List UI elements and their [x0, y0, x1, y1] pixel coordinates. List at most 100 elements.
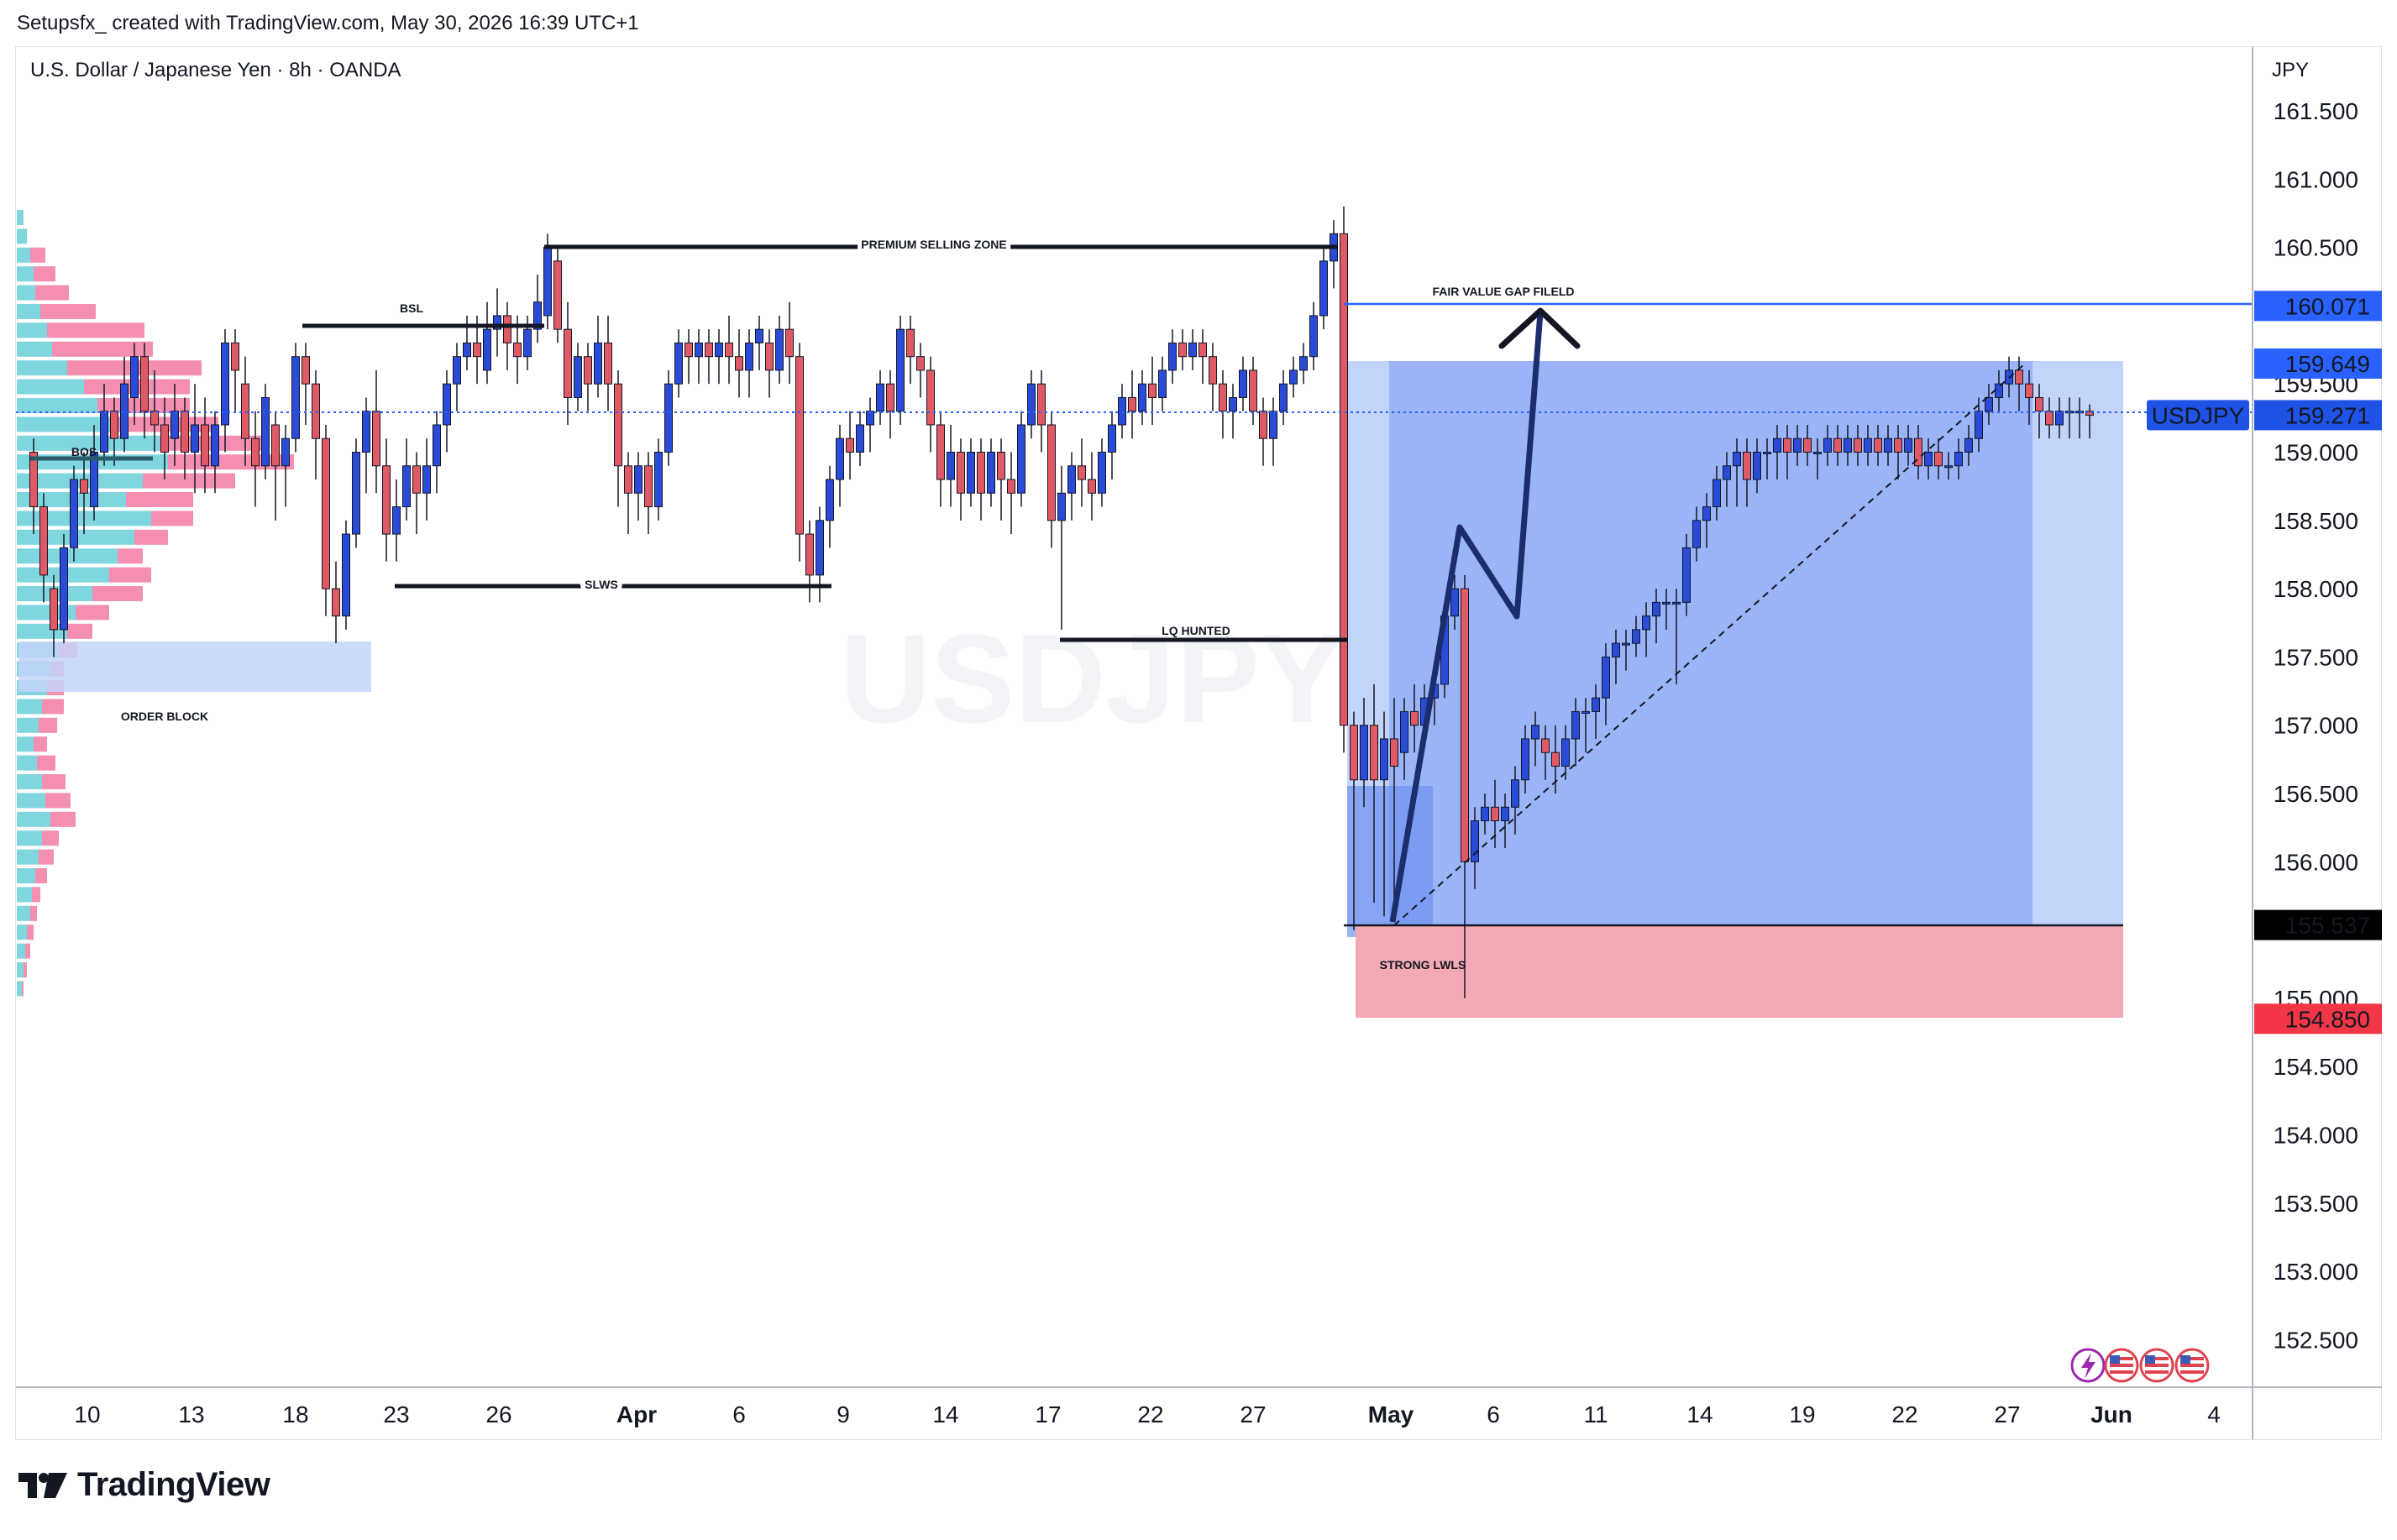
- price-tick: 156.500: [2274, 781, 2358, 807]
- premium-selling-zone-label: PREMIUM SELLING ZONE: [861, 238, 1006, 251]
- bullish-candle: [422, 465, 431, 494]
- us-flag-event-icon[interactable]: [2104, 1348, 2139, 1383]
- bearish-candle: [1007, 479, 1015, 494]
- lightning-event-icon[interactable]: [2070, 1348, 2106, 1383]
- symbol-badge: [2147, 400, 2249, 431]
- bearish-candle: [110, 411, 118, 439]
- volume-profile-bar: [17, 210, 24, 225]
- bearish-candle: [503, 315, 511, 343]
- bullish-candle: [1118, 396, 1126, 426]
- symbol-watermark: USDJPY: [840, 608, 1344, 749]
- stop-zone: [1356, 925, 2123, 1018]
- bearish-candle: [614, 383, 622, 467]
- volume-profile-bar: [25, 943, 30, 959]
- bearish-candle: [2035, 396, 2043, 412]
- bearish-candle: [936, 424, 945, 480]
- bullish-candle: [826, 479, 834, 521]
- bearish-candle: [160, 424, 169, 453]
- time-tick: 27: [1240, 1401, 1266, 1427]
- volume-profile-bar: [17, 360, 67, 376]
- price-axis[interactable]: 161.500161.000160.500159.500159.000158.5…: [2274, 98, 2358, 1353]
- bearish-candle: [916, 356, 925, 371]
- bos-label: BOS: [71, 445, 97, 458]
- fair-value-gap-label: FAIR VALUE GAP FILELD: [1432, 285, 1574, 298]
- bearish-candle: [231, 342, 239, 371]
- bullish-candle: [1521, 738, 1529, 781]
- bullish-candle: [1632, 629, 1640, 644]
- volume-profile-bar: [17, 774, 42, 789]
- volume-profile-bar: [17, 887, 32, 903]
- volume-profile-bar: [34, 736, 47, 752]
- bullish-candle: [1723, 465, 1731, 480]
- price-tick: 161.000: [2274, 166, 2358, 192]
- volume-profile-bar: [17, 811, 50, 827]
- bullish-candle: [967, 452, 975, 494]
- economic-events[interactable]: [2070, 1348, 2210, 1383]
- volume-profile-bar: [39, 717, 57, 733]
- bearish-candle: [473, 342, 481, 358]
- bullish-candle: [1924, 452, 1933, 467]
- bullish-candle: [574, 356, 582, 398]
- volume-profile-bar: [32, 887, 40, 903]
- bearish-candle: [584, 356, 592, 385]
- bullish-candle: [1027, 383, 1036, 426]
- order-block-zone: [18, 642, 371, 692]
- bearish-candle: [977, 452, 985, 494]
- bearish-candle: [1198, 342, 1207, 358]
- bullish-candle: [1279, 383, 1288, 412]
- volume-profile-bar: [17, 717, 39, 733]
- bullish-candle: [453, 356, 461, 385]
- bearish-candle: [926, 369, 935, 426]
- volume-profile-bar: [109, 567, 151, 583]
- time-axis[interactable]: 10 13 18 23 26 Apr 6 9 14 17 22 27 May 6 11 14 19 22 27 Jun…: [74, 1401, 2220, 1427]
- bullish-candle: [1138, 383, 1146, 412]
- bullish-candle: [1319, 260, 1328, 317]
- bearish-candle: [624, 465, 632, 494]
- bullish-candle: [1904, 437, 1912, 453]
- currency-unit[interactable]: JPY: [2272, 59, 2310, 81]
- bearish-candle: [785, 328, 794, 358]
- bearish-candle: [1128, 396, 1136, 412]
- bearish-candle: [80, 479, 88, 494]
- price-badge: [2254, 291, 2382, 322]
- us-flag-event-icon[interactable]: [2174, 1348, 2210, 1383]
- bullish-candle: [1481, 806, 1489, 822]
- tradingview-brand: TradingView: [77, 1466, 270, 1503]
- bullish-candle: [1239, 369, 1247, 398]
- volume-profile-bar: [17, 416, 118, 432]
- bearish-candle: [795, 356, 804, 535]
- bullish-candle: [1713, 479, 1721, 508]
- time-tick: 4: [2207, 1401, 2221, 1427]
- bullish-candle: [1108, 424, 1116, 453]
- bullish-candle: [291, 356, 300, 439]
- volume-profile-bar: [17, 925, 27, 940]
- bullish-candle: [1813, 452, 1822, 454]
- volume-profile-bar: [17, 943, 25, 959]
- volume-profile-bar: [17, 830, 42, 846]
- bullish-candle: [170, 411, 179, 439]
- bullish-candle: [543, 247, 552, 317]
- bullish-candle: [1864, 437, 1872, 453]
- bearish-candle: [2045, 411, 2053, 426]
- time-tick: 22: [1891, 1401, 1917, 1427]
- bullish-candle: [715, 342, 723, 358]
- volume-profile-bar: [76, 605, 109, 621]
- volume-profile-bar: [37, 755, 55, 771]
- bearish-candle: [1219, 383, 1227, 412]
- us-flag-event-icon[interactable]: [2139, 1348, 2174, 1383]
- time-tick: 13: [178, 1401, 204, 1427]
- time-tick: 6: [1487, 1401, 1500, 1427]
- bullish-candle: [866, 411, 874, 426]
- bearish-candle: [1047, 424, 1056, 521]
- bearish-candle: [201, 424, 209, 467]
- price-badges: 160.071 159.649 159.271 USDJPY 155.537 154.85…: [2147, 291, 2382, 1035]
- bullish-candle: [1299, 356, 1308, 371]
- bullish-candle: [90, 452, 98, 508]
- bullish-candle: [947, 452, 955, 480]
- bearish-candle: [1340, 233, 1348, 726]
- bullish-candle: [1964, 437, 1973, 453]
- bearish-candle: [684, 342, 693, 358]
- volume-profile-bar: [118, 548, 143, 564]
- bullish-candle: [755, 328, 763, 343]
